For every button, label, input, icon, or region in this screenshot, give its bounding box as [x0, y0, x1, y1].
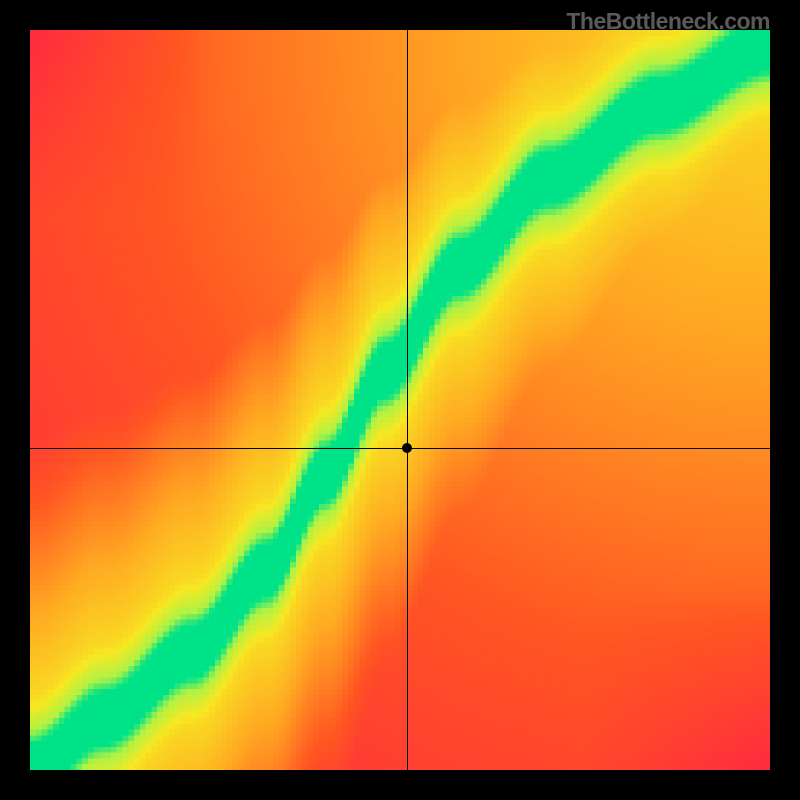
heatmap-canvas — [30, 30, 770, 770]
watermark-text: TheBottleneck.com — [566, 8, 770, 35]
bottleneck-marker-dot — [402, 443, 412, 453]
plot-area — [30, 30, 770, 770]
chart-container: TheBottleneck.com — [0, 0, 800, 800]
crosshair-horizontal — [30, 448, 770, 449]
crosshair-vertical — [407, 30, 408, 770]
